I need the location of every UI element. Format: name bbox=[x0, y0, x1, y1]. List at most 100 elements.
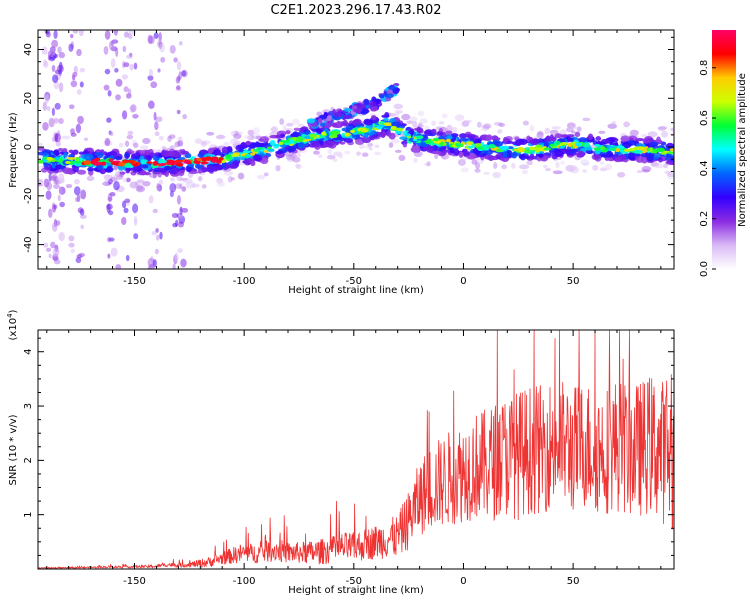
heatmap-cell bbox=[402, 143, 408, 148]
heatmap-cell bbox=[534, 147, 541, 152]
colorbar-ticks: 0.0 0.2 0.4 0.6 0.8 bbox=[699, 60, 716, 277]
heatmap-cell bbox=[176, 109, 181, 115]
heatmap-cell bbox=[569, 166, 580, 174]
heatmap-cell bbox=[297, 123, 305, 128]
x-tick-label: 50 bbox=[567, 576, 580, 587]
heatmap-cell bbox=[131, 30, 137, 35]
snr-series bbox=[38, 330, 674, 569]
snr-panel: -150 -100 -50 0 50 1 2 3 4 Height of straight l… bbox=[6, 309, 675, 596]
heatmap-cell bbox=[378, 124, 386, 128]
heatmap-cell bbox=[660, 152, 667, 155]
heatmap-cell bbox=[55, 220, 61, 226]
heatmap-cell bbox=[592, 164, 599, 171]
heatmap-cell bbox=[388, 132, 396, 140]
heatmap-cell bbox=[484, 154, 494, 160]
heatmap-cell bbox=[667, 151, 674, 155]
heatmap-cell bbox=[287, 146, 297, 152]
heatmap-cell bbox=[498, 122, 506, 127]
heatmap-cell bbox=[129, 181, 139, 189]
heatmap-cell bbox=[544, 127, 550, 135]
heatmap-cell bbox=[669, 148, 674, 152]
heatmap-cell bbox=[275, 150, 283, 155]
heatmap-cell bbox=[511, 141, 522, 146]
heatmap-cell bbox=[434, 153, 439, 160]
snr-x-ticks: -150 -100 -50 0 50 bbox=[46, 330, 662, 587]
heatmap-cell bbox=[354, 124, 362, 128]
heatmap-cell bbox=[182, 114, 188, 120]
heatmap-cell bbox=[361, 152, 369, 157]
heatmap-cell bbox=[549, 143, 555, 148]
heatmap-cell bbox=[114, 67, 119, 73]
heatmap-cell bbox=[669, 155, 674, 162]
heatmap-cell bbox=[374, 151, 382, 156]
heatmap-cell bbox=[493, 162, 498, 169]
heatmap-cell bbox=[80, 189, 87, 200]
heatmap-cell bbox=[332, 158, 338, 162]
heatmap-cell bbox=[388, 142, 394, 148]
heatmap-cell bbox=[177, 75, 181, 82]
heatmap-cell bbox=[175, 162, 183, 167]
heatmap-cell bbox=[180, 258, 187, 268]
heatmap-cell bbox=[73, 186, 81, 196]
heatmap-cell bbox=[371, 135, 378, 139]
y-tick-label: 4 bbox=[23, 349, 34, 355]
heatmap-cell bbox=[460, 167, 469, 173]
heatmap-cell bbox=[107, 178, 113, 185]
heatmap-cell bbox=[620, 135, 630, 142]
heatmap-cell bbox=[178, 183, 183, 190]
heatmap-cell bbox=[600, 166, 606, 172]
heatmap-cell bbox=[535, 144, 543, 148]
heatmap-cell bbox=[343, 138, 354, 143]
heatmap-cell bbox=[73, 160, 82, 164]
y-tick-label: 40 bbox=[23, 43, 34, 56]
heatmap-cell bbox=[459, 133, 467, 139]
heatmap-cell bbox=[53, 30, 58, 39]
heatmap-cell bbox=[103, 45, 109, 55]
heatmap-cell bbox=[104, 137, 111, 147]
heatmap-cell bbox=[169, 182, 177, 193]
heatmap-cell bbox=[121, 74, 129, 80]
heatmap-cell bbox=[68, 235, 75, 242]
heatmap-cell bbox=[158, 135, 164, 141]
heatmap-cell bbox=[483, 171, 490, 175]
heatmap-cell bbox=[45, 190, 52, 200]
heatmap-cell bbox=[404, 133, 411, 137]
heatmap-cell bbox=[406, 120, 414, 125]
heatmap-cell bbox=[173, 57, 178, 63]
heatmap-cell bbox=[617, 171, 626, 178]
heatmap-cell bbox=[144, 149, 151, 156]
heatmap-cell bbox=[77, 115, 84, 125]
heatmap-cell bbox=[285, 130, 291, 135]
heatmap-cell bbox=[465, 119, 472, 123]
heatmap-cell bbox=[237, 172, 245, 180]
heatmap-cell bbox=[200, 141, 207, 147]
heatmap-cell bbox=[141, 164, 149, 169]
heatmap-cell bbox=[641, 169, 651, 173]
heatmap-cell bbox=[245, 140, 251, 146]
heatmap-cell bbox=[354, 134, 361, 139]
heatmap-cell bbox=[188, 171, 199, 175]
heatmap-cell bbox=[253, 148, 260, 152]
heatmap-cell bbox=[242, 150, 252, 154]
heatmap-cell bbox=[133, 142, 139, 149]
heatmap-cell bbox=[38, 159, 45, 164]
heatmap-cell bbox=[76, 89, 82, 96]
colorbar-tick-label: 0.2 bbox=[699, 211, 710, 227]
heatmap-cell bbox=[154, 121, 159, 131]
heatmap-cell bbox=[344, 132, 350, 137]
heatmap-cell bbox=[156, 182, 161, 191]
heatmap-cell bbox=[45, 247, 52, 252]
snr-multiplier: (x104) bbox=[6, 309, 19, 340]
heatmap-cell bbox=[52, 150, 58, 155]
heatmap-cell bbox=[83, 137, 89, 141]
heatmap-cell bbox=[46, 181, 52, 191]
heatmap-cell bbox=[343, 108, 352, 112]
heatmap-cell bbox=[176, 195, 181, 205]
heatmap-cell bbox=[48, 117, 55, 128]
heatmap-cell bbox=[588, 149, 593, 154]
heatmap-cell bbox=[629, 147, 636, 152]
heatmap-cell bbox=[649, 141, 659, 146]
heatmap-cell bbox=[545, 167, 552, 172]
heatmap-cell bbox=[411, 145, 420, 153]
heatmap-cell bbox=[72, 165, 80, 173]
